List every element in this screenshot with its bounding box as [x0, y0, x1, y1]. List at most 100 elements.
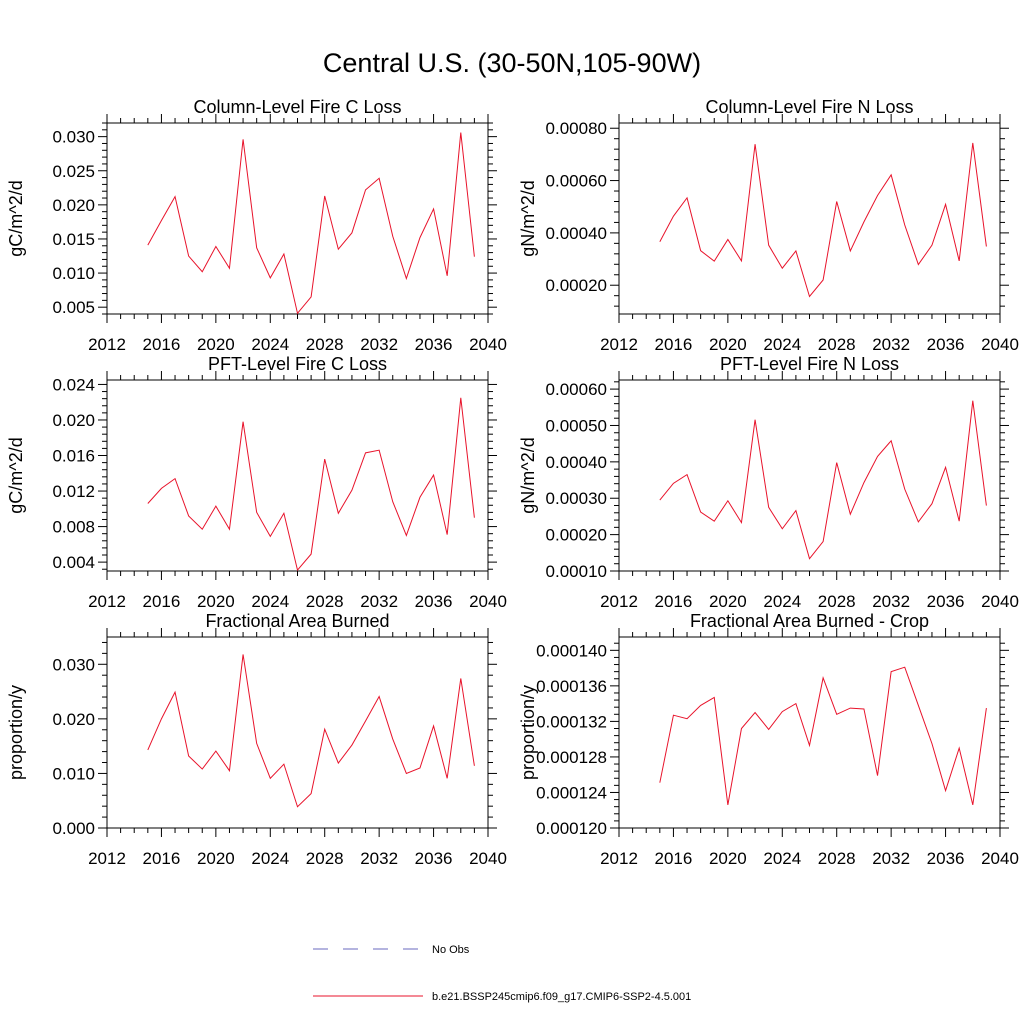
x-tick-label: 2040 — [469, 849, 507, 868]
y-tick-label: 0.030 — [52, 128, 95, 147]
y-tick-label: 0.000124 — [536, 783, 607, 802]
y-tick-label: 0.00040 — [546, 453, 607, 472]
y-tick-label: 0.00060 — [546, 380, 607, 399]
series-line — [659, 400, 987, 560]
y-tick-label: 0.012 — [52, 482, 95, 501]
x-tick-label: 2040 — [981, 849, 1019, 868]
x-tick-label: 2032 — [872, 335, 910, 354]
series-line — [147, 397, 475, 572]
series-line — [147, 132, 475, 315]
x-tick-label: 2012 — [88, 849, 126, 868]
x-tick-label: 2028 — [306, 335, 344, 354]
x-tick-label: 2016 — [655, 592, 693, 611]
x-tick-label: 2024 — [763, 849, 801, 868]
y-tick-label: 0.005 — [52, 298, 95, 317]
x-tick-label: 2036 — [415, 849, 453, 868]
x-tick-label: 2012 — [600, 335, 638, 354]
y-axis-label: proportion/y — [518, 685, 538, 780]
y-tick-label: 0.020 — [52, 196, 95, 215]
panel-title: Column-Level Fire N Loss — [705, 97, 913, 117]
x-tick-label: 2024 — [763, 335, 801, 354]
y-tick-label: 0.00050 — [546, 416, 607, 435]
x-tick-label: 2024 — [251, 335, 289, 354]
plot-frame — [106, 379, 489, 572]
plot-frame — [618, 122, 1001, 315]
y-tick-label: 0.010 — [52, 264, 95, 283]
x-tick-label: 2016 — [655, 335, 693, 354]
x-tick-label: 2020 — [709, 849, 747, 868]
x-tick-label: 2032 — [360, 592, 398, 611]
y-tick-label: 0.015 — [52, 230, 95, 249]
x-tick-label: 2024 — [251, 849, 289, 868]
y-tick-label: 0.000120 — [536, 819, 607, 838]
y-tick-label: 0.000136 — [536, 677, 607, 696]
x-tick-label: 2036 — [927, 592, 965, 611]
x-tick-label: 2020 — [709, 592, 747, 611]
x-tick-label: 2036 — [927, 335, 965, 354]
panel-3: PFT-Level Fire C Loss gC/m^2/d 2012 2016 202… — [6, 354, 507, 611]
y-axis-label: gC/m^2/d — [6, 180, 26, 256]
series-line — [147, 654, 475, 808]
figure-title: Central U.S. (30-50N,105-90W) — [322, 48, 702, 78]
y-tick-label: 0.00040 — [546, 224, 607, 243]
x-tick-label: 2028 — [306, 849, 344, 868]
x-tick-label: 2020 — [709, 335, 747, 354]
y-tick-label: 0.000128 — [536, 748, 607, 767]
x-tick-label: 2032 — [872, 592, 910, 611]
x-tick-label: 2028 — [818, 335, 856, 354]
x-tick-label: 2036 — [415, 592, 453, 611]
y-tick-label: 0.00080 — [546, 119, 607, 138]
y-tick-label: 0.00030 — [546, 489, 607, 508]
x-tick-label: 2032 — [360, 335, 398, 354]
x-tick-label: 2012 — [600, 849, 638, 868]
panel-title: Fractional Area Burned - Crop — [690, 611, 929, 631]
legend: No Obs b.e21.BSSP245cmip6.f09_g17.CMIP6-… — [313, 944, 691, 1003]
x-tick-label: 2036 — [415, 335, 453, 354]
y-tick-label: 0.00010 — [546, 562, 607, 581]
panel-title: PFT-Level Fire N Loss — [720, 354, 899, 374]
x-tick-label: 2028 — [306, 592, 344, 611]
x-tick-label: 2016 — [143, 849, 181, 868]
legend-label-no-obs: No Obs — [432, 944, 470, 956]
y-axis-label: proportion/y — [6, 685, 26, 780]
x-tick-label: 2032 — [360, 849, 398, 868]
plot-frame — [106, 122, 489, 315]
panel-title: Fractional Area Burned — [205, 611, 389, 631]
x-tick-label: 2020 — [197, 335, 235, 354]
x-tick-label: 2040 — [469, 335, 507, 354]
x-tick-label: 2012 — [88, 335, 126, 354]
y-tick-label: 0.024 — [52, 375, 95, 394]
x-tick-label: 2016 — [143, 592, 181, 611]
x-tick-label: 2016 — [143, 335, 181, 354]
panels: Column-Level Fire C Loss gC/m^2/d 2012 2016… — [6, 97, 1019, 868]
x-tick-label: 2036 — [927, 849, 965, 868]
x-tick-label: 2020 — [197, 592, 235, 611]
panel-6: Fractional Area Burned - Crop proportion/… — [518, 611, 1019, 868]
panel-1: Column-Level Fire C Loss gC/m^2/d 2012 2016… — [6, 97, 507, 354]
y-tick-label: 0.008 — [52, 518, 95, 537]
x-tick-label: 2016 — [655, 849, 693, 868]
y-tick-label: 0.016 — [52, 447, 95, 466]
panel-title: Column-Level Fire C Loss — [193, 97, 401, 117]
y-axis-label: gC/m^2/d — [6, 437, 26, 513]
panel-title: PFT-Level Fire C Loss — [208, 354, 387, 374]
y-tick-label: 0.00060 — [546, 172, 607, 191]
x-tick-label: 2040 — [469, 592, 507, 611]
x-tick-label: 2020 — [197, 849, 235, 868]
y-tick-label: 0.010 — [52, 764, 95, 783]
panel-4: PFT-Level Fire N Loss gN/m^2/d 2012 2016 202… — [518, 354, 1019, 611]
y-tick-label: 0.000132 — [536, 712, 607, 731]
x-tick-label: 2024 — [763, 592, 801, 611]
x-tick-label: 2040 — [981, 592, 1019, 611]
x-tick-label: 2024 — [251, 592, 289, 611]
y-tick-label: 0.020 — [52, 710, 95, 729]
x-tick-label: 2028 — [818, 849, 856, 868]
y-tick-label: 0.000 — [52, 819, 95, 838]
panel-2: Column-Level Fire N Loss gN/m^2/d 2012 2016… — [518, 97, 1019, 354]
y-tick-label: 0.025 — [52, 162, 95, 181]
y-tick-label: 0.030 — [52, 655, 95, 674]
y-axis-label: gN/m^2/d — [518, 180, 538, 256]
x-tick-label: 2028 — [818, 592, 856, 611]
series-line — [659, 666, 987, 806]
